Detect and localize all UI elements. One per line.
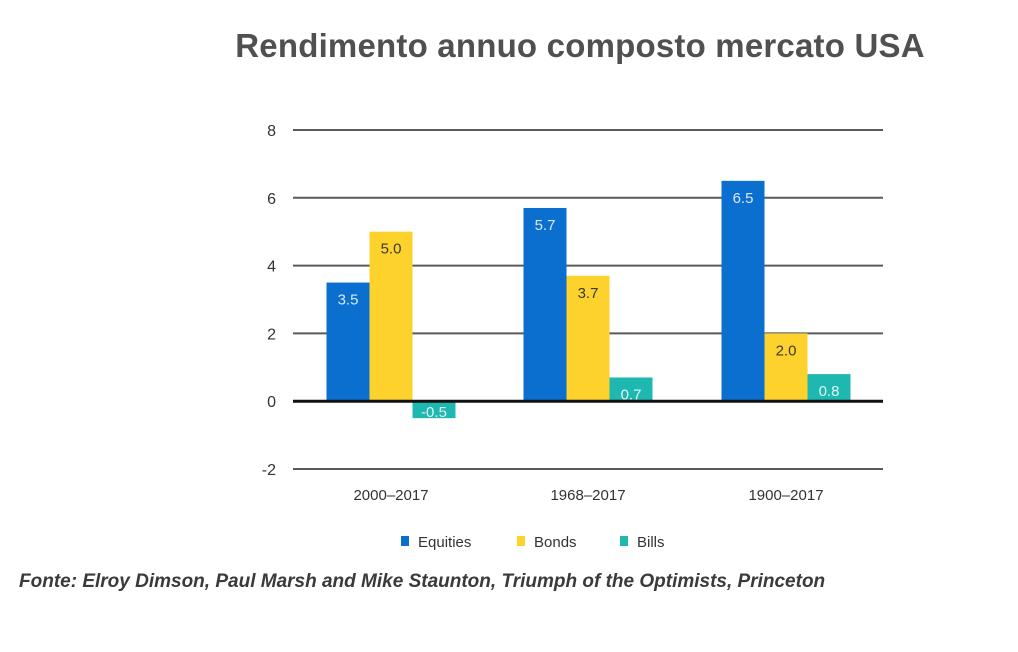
data-label-bills-0: -0.5: [421, 404, 447, 421]
y-tick-label: 8: [267, 123, 276, 140]
legend-label-equities: Equities: [418, 534, 471, 551]
data-label-bills-2: 0.8: [819, 383, 840, 400]
data-label-bonds-0: 5.0: [381, 241, 402, 258]
data-label-bonds-1: 3.7: [578, 285, 599, 302]
bar-equities-0: [326, 282, 370, 402]
y-tick-label: 6: [267, 191, 276, 208]
data-label-bonds-2: 2.0: [776, 342, 797, 359]
data-label-equities-1: 5.7: [535, 217, 556, 234]
bar-equities-2: [721, 180, 765, 402]
x-tick-label: 2000–2017: [353, 487, 428, 504]
legend-label-bills: Bills: [637, 534, 665, 551]
x-tick-label: 1900–2017: [748, 487, 823, 504]
legend-swatch-bonds: [517, 536, 525, 546]
y-tick-label: 0: [267, 394, 276, 411]
legend-swatch-bills: [620, 536, 628, 546]
source-note: Fonte: Elroy Dimson, Paul Marsh and Mike…: [19, 571, 826, 592]
y-tick-label: 4: [267, 259, 276, 276]
bar-bills-1: [609, 377, 653, 402]
data-label-bills-1: 0.7: [621, 386, 642, 403]
bar-bonds-1: [566, 275, 610, 402]
legend: Equities Bonds Bills: [401, 534, 665, 551]
legend-label-bonds: Bonds: [534, 534, 577, 551]
x-tick-label: 1968–2017: [550, 487, 625, 504]
x-axis-ticks: 2000–2017 1968–2017 1900–2017: [353, 487, 823, 504]
y-tick-label: 2: [267, 326, 276, 343]
bar-bonds-0: [369, 231, 413, 402]
bar-bonds-2: [764, 333, 808, 402]
data-labels: 3.5 5.7 6.5 5.0 3.7 2.0 -0.5 0.7 0.8: [338, 190, 840, 421]
bar-equities-1: [523, 207, 567, 402]
bar-bills-2: [807, 374, 851, 402]
chart-title: Rendimento annuo composto mercato USA: [235, 27, 925, 64]
data-label-equities-2: 6.5: [733, 190, 754, 207]
bars: [326, 180, 851, 419]
y-tick-label: -2: [262, 462, 276, 479]
data-label-equities-0: 3.5: [338, 292, 359, 309]
bar-chart: 3.5 5.7 6.5 5.0 3.7 2.0 -0.5 0.7 0.8 -2 0 2 4 6 8 200…: [262, 123, 883, 551]
y-axis-ticks: -2 0 2 4 6 8: [262, 123, 276, 479]
legend-swatch-equities: [401, 536, 409, 546]
bar-bills-0: [412, 401, 456, 419]
